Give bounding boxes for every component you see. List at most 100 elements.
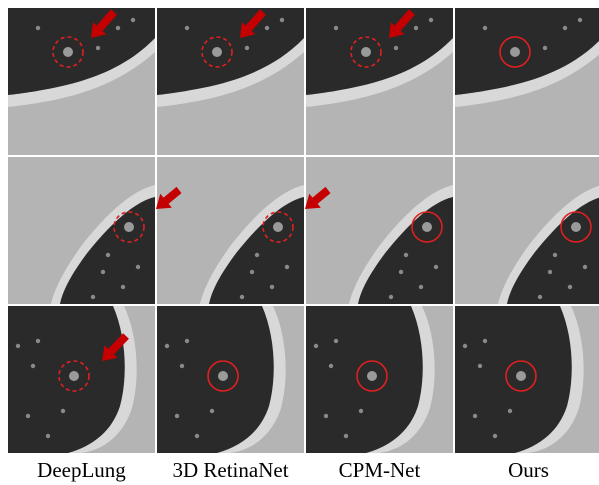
vessel-dot: [249, 269, 255, 275]
ct-tile-bottom-cpm-net: [306, 306, 453, 453]
chest-wall: [8, 38, 155, 107]
chest-wall: [68, 306, 137, 453]
vessel-dot: [577, 17, 583, 23]
red-arrow-icon: [91, 9, 117, 39]
column-labels: DeepLung 3D RetinaNet CPM-Net Ours: [8, 455, 599, 485]
vessel-dot: [284, 264, 290, 270]
ct-scan-image: [455, 306, 599, 453]
vessel-dot: [333, 25, 339, 31]
vessel-dot: [313, 343, 319, 349]
vessel-dot: [269, 284, 275, 290]
nodule: [124, 222, 134, 232]
vessel-dot: [358, 408, 364, 414]
nodule: [571, 222, 581, 232]
ct-tile-middle-cpm-net: [306, 157, 453, 304]
nodule: [218, 371, 228, 381]
nodule: [273, 222, 283, 232]
missed-detection-marker: [350, 36, 382, 68]
vessel-dot: [279, 17, 285, 23]
lung-region: [455, 8, 599, 95]
column-label-ours: Ours: [508, 458, 549, 482]
missed-detection-marker: [58, 360, 90, 392]
missed-detection-marker: [262, 211, 294, 243]
vessel-dot: [403, 252, 409, 258]
chest-wall: [157, 38, 304, 107]
vessel-dot: [323, 413, 329, 419]
chest-wall: [498, 185, 599, 304]
detection-circle: [499, 36, 531, 68]
vessel-dot: [428, 17, 434, 23]
vessel-dot: [244, 45, 250, 51]
column-label-cpm-net: CPM-Net: [338, 458, 421, 482]
vessel-dot: [35, 338, 41, 344]
nodule: [516, 371, 526, 381]
vessel-dot: [90, 294, 96, 300]
vessel-dot: [328, 363, 334, 369]
chest-wall: [51, 185, 155, 304]
red-arrow-icon: [102, 333, 129, 361]
vessel-dot: [482, 338, 488, 344]
vessel-dot: [179, 363, 185, 369]
ct-tile-top-cpm-net: [306, 8, 453, 155]
ct-scan-image: [157, 306, 304, 453]
vessel-dot: [239, 294, 245, 300]
missed-detection-marker: [52, 36, 84, 68]
ct-scan-image: [455, 8, 599, 155]
vessel-dot: [393, 45, 399, 51]
ct-tile-middle-deeplung: [8, 157, 155, 304]
vessel-dot: [60, 408, 66, 414]
ct-scan-image: [8, 157, 155, 304]
vessel-dot: [537, 294, 543, 300]
vessel-dot: [15, 343, 21, 349]
vessel-dot: [562, 25, 568, 31]
ct-scan-image: [306, 8, 453, 155]
vessel-dot: [264, 25, 270, 31]
ct-tile-bottom-deeplung: [8, 306, 155, 453]
column-label-deeplung: DeepLung: [37, 458, 126, 482]
vessel-dot: [388, 294, 394, 300]
ct-tile-top-ours: [455, 8, 599, 155]
nodule: [422, 222, 432, 232]
ct-scan-image: [455, 157, 599, 304]
ct-scan-image: [157, 157, 304, 304]
vessel-dot: [105, 252, 111, 258]
vessel-dot: [100, 269, 106, 275]
ct-comparison-figure: [8, 8, 599, 453]
vessel-dot: [492, 433, 498, 439]
vessel-dot: [115, 25, 121, 31]
nodule: [212, 47, 222, 57]
vessel-dot: [398, 269, 404, 275]
vessel-dot: [95, 45, 101, 51]
detection-circle: [505, 360, 537, 392]
vessel-dot: [184, 25, 190, 31]
vessel-dot: [482, 25, 488, 31]
vessel-dot: [30, 363, 36, 369]
ct-scan-image: [306, 157, 453, 304]
red-arrow-icon: [389, 9, 415, 39]
vessel-dot: [209, 408, 215, 414]
vessel-dot: [542, 45, 548, 51]
nodule: [361, 47, 371, 57]
ct-scan-image: [8, 8, 155, 155]
ct-tile-middle-3d-retinanet: [157, 157, 304, 304]
red-arrow-icon: [240, 9, 266, 39]
vessel-dot: [552, 252, 558, 258]
nodule: [510, 47, 520, 57]
missed-detection-marker: [113, 211, 145, 243]
vessel-dot: [547, 269, 553, 275]
chest-wall: [217, 306, 286, 453]
vessel-dot: [477, 363, 483, 369]
vessel-dot: [135, 264, 141, 270]
vessel-dot: [35, 25, 41, 31]
vessel-dot: [25, 413, 31, 419]
vessel-dot: [462, 343, 468, 349]
vessel-dot: [164, 343, 170, 349]
vessel-dot: [130, 17, 136, 23]
ct-tile-top-deeplung: [8, 8, 155, 155]
ct-scan-image: [306, 306, 453, 453]
chest-wall: [349, 185, 453, 304]
ct-tile-bottom-ours: [455, 306, 599, 453]
ct-tile-top-3d-retinanet: [157, 8, 304, 155]
ct-scan-image: [157, 8, 304, 155]
vessel-dot: [174, 413, 180, 419]
